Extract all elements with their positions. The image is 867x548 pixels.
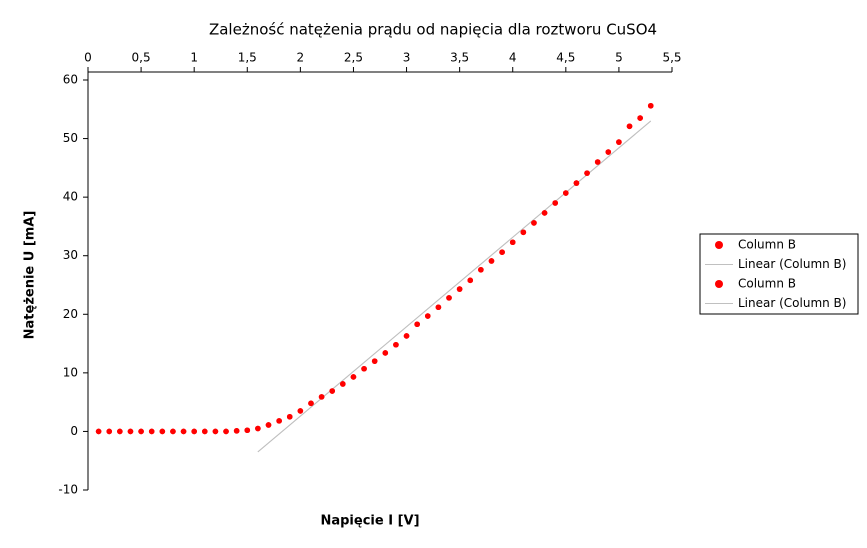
x-tick-label: 1 bbox=[190, 51, 198, 65]
y-tick-label: 60 bbox=[63, 73, 78, 87]
data-point bbox=[308, 400, 314, 407]
data-point bbox=[350, 374, 357, 380]
data-point bbox=[329, 388, 336, 394]
y-tick-label: 50 bbox=[63, 131, 78, 145]
legend: Column B Linear (Column B) Column B Linear … bbox=[699, 233, 859, 315]
x-tick-label: 0,5 bbox=[132, 51, 151, 65]
x-tick-label: 1,5 bbox=[238, 51, 257, 65]
data-point bbox=[286, 413, 293, 420]
data-point bbox=[382, 350, 389, 356]
data-point bbox=[244, 427, 251, 434]
y-tick-label: 30 bbox=[63, 248, 78, 262]
data-point bbox=[414, 321, 420, 328]
data-point bbox=[233, 428, 240, 434]
data-point bbox=[616, 139, 622, 145]
x-tick-label: 3 bbox=[403, 51, 411, 65]
y-tick-label: 20 bbox=[63, 307, 78, 321]
data-point bbox=[605, 149, 612, 155]
legend-label: Column B bbox=[738, 277, 796, 291]
data-point bbox=[361, 365, 367, 372]
legend-swatch bbox=[715, 241, 723, 249]
data-point bbox=[318, 394, 325, 400]
data-point bbox=[297, 408, 304, 414]
data-point bbox=[467, 277, 474, 284]
y-tick-label: 40 bbox=[63, 190, 78, 204]
data-point bbox=[340, 381, 346, 387]
data-point bbox=[520, 229, 527, 236]
x-tick-label: 5,5 bbox=[662, 51, 681, 65]
data-point bbox=[138, 428, 144, 435]
data-point bbox=[212, 428, 219, 435]
data-point bbox=[276, 418, 282, 424]
y-tick-label: 10 bbox=[63, 365, 78, 379]
data-point bbox=[170, 428, 176, 435]
data-point bbox=[584, 170, 590, 176]
data-point bbox=[148, 428, 155, 435]
data-point bbox=[127, 428, 134, 435]
data-point bbox=[531, 220, 537, 226]
y-axis-title: Natężenie U [mA] bbox=[23, 211, 38, 340]
data-point bbox=[637, 115, 643, 121]
data-point bbox=[223, 428, 229, 435]
y-tick-label: 0 bbox=[70, 424, 78, 438]
data-point bbox=[488, 258, 495, 264]
x-tick-label: 3,5 bbox=[450, 51, 469, 65]
x-tick-label: 2,5 bbox=[344, 51, 363, 65]
data-point bbox=[180, 428, 187, 435]
legend-label: Linear (Column B) bbox=[738, 257, 846, 271]
x-tick-label: 0 bbox=[84, 51, 92, 65]
data-point bbox=[95, 428, 102, 435]
data-point bbox=[552, 200, 558, 206]
data-point bbox=[393, 341, 399, 348]
data-point bbox=[117, 428, 123, 435]
data-point bbox=[478, 266, 484, 273]
data-point bbox=[255, 425, 261, 432]
data-point bbox=[541, 210, 548, 216]
data-point bbox=[499, 249, 505, 255]
data-point bbox=[594, 159, 601, 165]
x-axis-title: Napięcie I [V] bbox=[320, 514, 419, 529]
data-point bbox=[424, 313, 431, 319]
data-point bbox=[647, 102, 654, 109]
x-tick-label: 4,5 bbox=[556, 51, 575, 65]
data-point bbox=[371, 358, 378, 364]
data-point bbox=[573, 180, 580, 186]
x-tick-label: 2 bbox=[297, 51, 305, 65]
chart-title: Zależność natężenia prądu od napięcia dl… bbox=[209, 21, 657, 39]
y-tick-label: -10 bbox=[58, 483, 78, 497]
data-point bbox=[446, 295, 452, 301]
legend-box bbox=[699, 233, 859, 315]
data-point bbox=[626, 123, 633, 130]
data-point bbox=[563, 190, 569, 196]
legend-label: Column B bbox=[738, 238, 796, 252]
x-tick-label: 4 bbox=[509, 51, 517, 65]
data-point bbox=[265, 422, 272, 428]
data-point bbox=[435, 304, 442, 311]
legend-label: Linear (Column B) bbox=[738, 296, 846, 310]
data-point bbox=[456, 286, 463, 292]
data-point bbox=[106, 428, 113, 435]
data-point bbox=[403, 333, 410, 339]
x-tick-label: 5 bbox=[615, 51, 623, 65]
legend-swatch bbox=[715, 280, 723, 288]
data-point bbox=[509, 239, 516, 246]
data-point bbox=[202, 428, 208, 435]
data-point bbox=[191, 428, 197, 435]
data-point bbox=[159, 428, 166, 435]
